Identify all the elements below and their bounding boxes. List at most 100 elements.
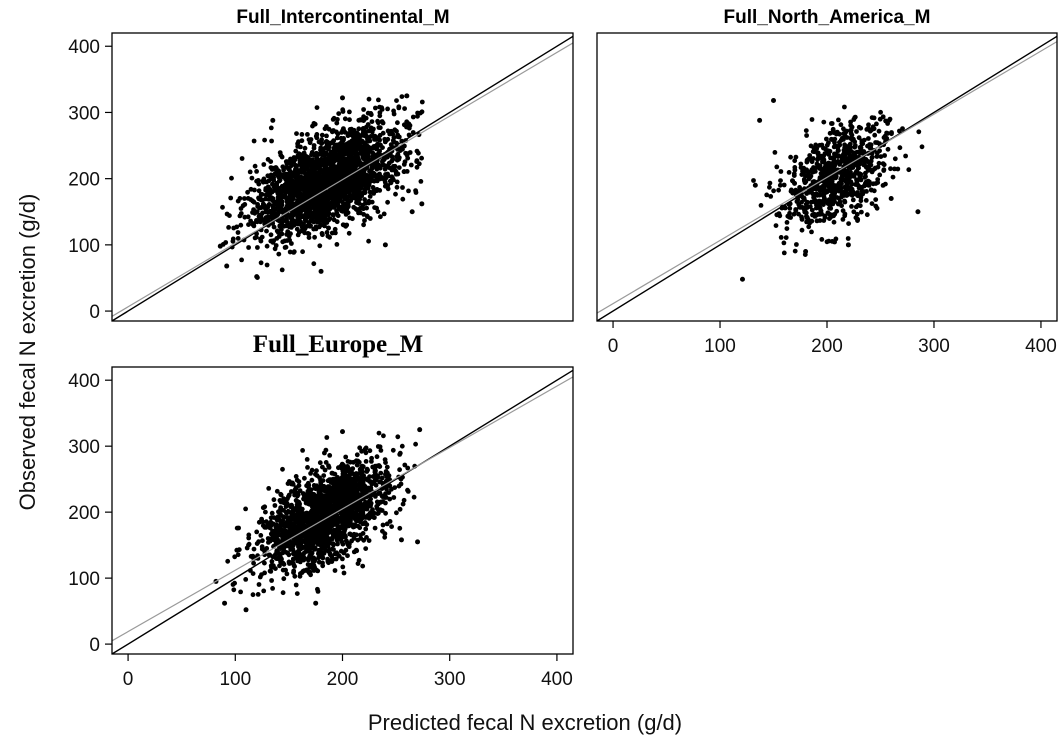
data-point [279,267,285,273]
data-point [281,223,287,229]
data-point [341,128,347,134]
data-point [356,177,362,183]
data-point [880,161,886,167]
data-point [327,477,332,482]
data-point [376,463,382,468]
data-point [828,187,834,193]
data-point [825,148,830,154]
data-point [340,107,346,113]
data-point [275,536,280,542]
data-point [867,179,872,185]
data-point [334,550,339,556]
data-point [327,486,333,491]
data-point [338,187,344,193]
regression-line [597,41,1057,314]
data-point [842,198,847,204]
data-point [230,238,236,244]
data-point [352,522,358,528]
data-point [254,169,259,174]
data-point [339,164,344,170]
data-point [338,537,344,543]
data-point [258,192,264,197]
data-point [266,202,272,207]
data-point [385,106,390,112]
data-point [385,164,391,170]
data-point [329,200,335,206]
data-point [306,549,312,554]
data-point [340,471,346,477]
data-point [274,556,280,561]
data-point [875,140,880,146]
data-point [284,159,290,165]
data-point [298,542,304,548]
data-point [375,444,381,449]
data-point [781,240,787,246]
data-point [360,469,365,475]
data-point [274,236,280,241]
data-point [367,194,373,199]
x-tick-label: 400 [541,669,573,690]
data-point [351,140,357,146]
data-point [251,546,257,552]
data-point [329,559,335,564]
data-point [331,163,337,169]
data-point [235,230,241,235]
data-point [310,190,316,196]
data-point [319,169,325,175]
data-point [290,201,295,207]
data-point [866,122,871,128]
data-point [263,186,269,191]
data-point [348,459,353,465]
data-point [276,174,282,180]
data-point [842,189,848,194]
data-point [852,144,858,150]
data-point [291,563,297,568]
data-point [289,489,294,494]
data-point [365,513,371,518]
data-point [332,226,338,232]
data-point [367,448,373,454]
data-point [827,216,832,222]
data-point [857,184,862,190]
data-point [346,199,351,205]
data-point [254,274,260,280]
data-point [310,123,315,129]
data-point [405,151,410,157]
data-point [827,130,833,136]
data-point [358,117,364,123]
data-point [277,190,282,196]
data-point [347,158,353,164]
data-point [281,508,287,513]
data-point [394,184,400,190]
data-point [885,146,891,152]
data-point [751,178,756,183]
data-point [856,124,862,130]
data-point [342,116,348,122]
data-point [361,212,367,217]
data-point [875,177,881,182]
data-point [364,205,369,211]
data-point [300,186,305,192]
data-point [280,536,286,542]
data-point [856,161,861,167]
data-point [821,119,827,125]
data-point [845,147,851,153]
data-point [304,203,310,209]
data-point [776,211,782,217]
data-point [330,534,336,540]
data-point [888,166,893,172]
data-point [863,198,869,203]
data-point [781,250,787,256]
data-point [308,471,313,476]
data-point [322,179,328,185]
data-point [824,239,830,245]
data-point [316,555,321,561]
data-point [322,156,328,162]
data-point [296,151,302,157]
data-point [391,111,397,117]
data-point [246,245,252,250]
data-point [298,214,304,219]
data-point [232,554,238,560]
data-point [298,174,304,180]
data-point [919,144,925,150]
